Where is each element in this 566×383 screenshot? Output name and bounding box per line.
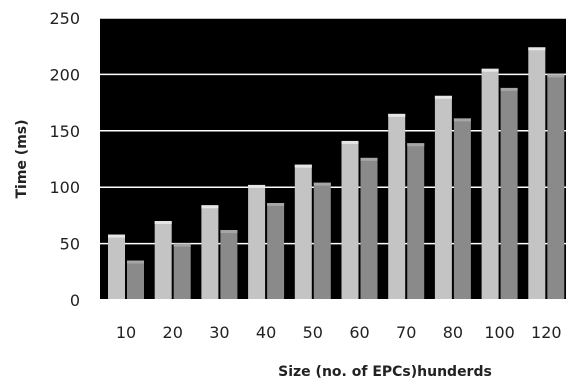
y-tick-label: 0 <box>70 291 80 310</box>
bar <box>267 202 285 300</box>
bar-top <box>528 47 546 51</box>
y-axis-title: Time (ms) <box>14 119 30 198</box>
x-tick-label: 120 <box>531 323 562 342</box>
x-tick-label: 40 <box>256 323 276 342</box>
bar <box>127 260 144 300</box>
x-tick-label: 80 <box>443 323 463 342</box>
bar-top <box>341 140 359 144</box>
x-tick-label: 30 <box>209 323 229 342</box>
bar <box>248 184 266 300</box>
bar <box>481 68 499 300</box>
bar-top <box>388 113 406 117</box>
y-tick-labels: 0 50 100 150 200 250 <box>49 9 80 310</box>
y-tick-label: 150 <box>49 122 80 141</box>
bar <box>388 113 406 300</box>
bar <box>453 118 471 300</box>
bar-top <box>201 205 219 209</box>
bar <box>407 143 425 300</box>
bar-top <box>154 221 172 225</box>
bar-top <box>267 202 285 206</box>
bar-top <box>294 164 312 168</box>
bar <box>341 140 359 300</box>
x-tick-label: 20 <box>163 323 183 342</box>
bar <box>294 164 312 300</box>
bar-top <box>173 243 191 247</box>
bar-top <box>434 95 452 99</box>
bar <box>108 234 125 300</box>
bar <box>313 182 331 300</box>
bars <box>108 47 565 301</box>
bar-top <box>220 230 238 234</box>
x-tick-label: 50 <box>303 323 323 342</box>
bar-top <box>500 87 518 91</box>
bar <box>547 74 565 301</box>
bar-top <box>248 184 266 188</box>
x-tick-label: 100 <box>484 323 515 342</box>
bar <box>173 243 191 300</box>
bar <box>528 47 546 300</box>
bar-top <box>313 182 331 186</box>
y-tick-label: 50 <box>60 235 80 254</box>
y-tick-label: 100 <box>49 178 80 197</box>
bar-top <box>127 260 144 264</box>
bar <box>434 95 452 300</box>
bar <box>201 205 219 300</box>
x-tick-labels: 10 20 30 40 50 60 70 80 100 120 <box>116 323 562 342</box>
bar <box>154 221 172 300</box>
x-tick-label: 60 <box>349 323 369 342</box>
bar-top <box>547 74 565 78</box>
bar <box>360 157 378 300</box>
x-axis-title: Size (no. of EPCs)hunderds <box>278 364 492 380</box>
y-tick-label: 250 <box>49 9 80 28</box>
bar <box>220 230 238 300</box>
x-tick-label: 70 <box>396 323 416 342</box>
bar-top <box>407 143 425 147</box>
y-tick-label: 200 <box>49 65 80 84</box>
bar-top <box>360 157 378 161</box>
bar-top <box>108 234 125 238</box>
x-tick-label: 10 <box>116 323 136 342</box>
bar-top <box>453 118 471 122</box>
bar-top <box>481 68 499 72</box>
bar <box>500 87 518 300</box>
